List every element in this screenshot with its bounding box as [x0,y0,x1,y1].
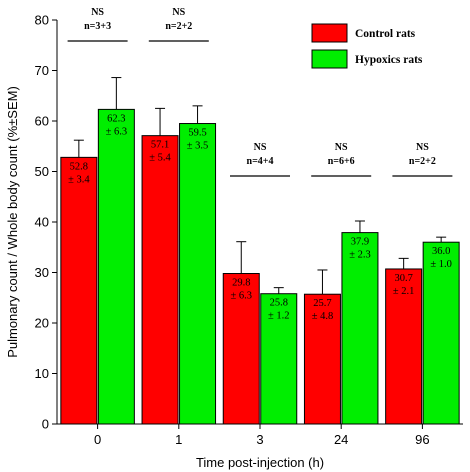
bars-layer: 52.8 ± 3.4 62.3 ± 6.3 57.1 ± 5.4 59.5 ± 3.5 29.8… [60,77,460,425]
legend: Control rats Hypoxics rats [311,23,423,69]
error-label: ± 5.4 [149,153,171,164]
sample-size-label: n=6+6 [328,156,355,167]
error-label: ± 3.4 [68,174,90,185]
legend-swatch-hypoxic [311,49,348,69]
error-label: ± 2.3 [349,250,371,261]
bar-hypoxic-1 [179,123,217,425]
x-tick-label: 24 [334,432,348,447]
bar-control-0 [60,156,98,425]
value-label: 30.7 [394,273,412,284]
bar-control-3 [222,273,260,425]
bar-hypoxic-96 [422,241,460,425]
significance-label: NS [254,142,267,153]
significance-label: NS [335,142,348,153]
x-tick-label: 0 [94,432,101,447]
value-label: 52.8 [70,161,88,172]
x-tick-label: 1 [175,432,182,447]
legend-label: Hypoxics rats [355,54,423,66]
axes-layer: 0 1 3 24 96 0 10 20 30 40 50 60 70 80 [35,13,463,447]
value-label: 59.5 [188,128,206,139]
error-label: ± 2.1 [393,286,415,297]
bar-hypoxic-24 [341,232,379,425]
y-tick-label: 0 [42,417,49,432]
x-tick-label: 3 [256,432,263,447]
y-tick-label: 20 [35,316,49,331]
y-tick-label: 70 [35,63,49,78]
bar-control-1 [141,135,179,425]
error-label: ± 3.5 [187,141,209,152]
value-label: 62.3 [107,113,125,124]
sample-size-label: n=4+4 [247,156,274,167]
y-tick-label: 80 [35,13,49,28]
error-label: ± 6.3 [106,126,128,137]
bar-control-96 [385,268,423,425]
bar-hypoxic-3 [260,293,298,425]
sample-size-label: n=3+3 [84,21,111,32]
y-tick-label: 60 [35,114,49,129]
y-tick-label: 40 [35,215,49,230]
error-label: ± 6.3 [230,291,252,302]
sample-size-label: n=2+2 [409,156,436,167]
error-label: ± 4.8 [312,311,334,322]
bar-hypoxic-0 [97,108,135,425]
annotations-layer: NS n=3+3 NS n=2+2 NS n=4+4 NS n=6+6 NS n=2+2 [67,7,453,177]
value-label: 57.1 [151,140,169,151]
sample-size-label: n=2+2 [165,21,192,32]
error-label: ± 1.0 [430,259,452,270]
x-axis-label: Time post-injection (h) [196,455,324,470]
significance-label: NS [172,7,185,18]
y-tick-label: 10 [35,366,49,381]
x-tick-label: 96 [415,432,429,447]
legend-label: Control rats [355,28,416,40]
error-label: ± 1.2 [268,311,290,322]
value-label: 29.8 [232,278,250,289]
value-label: 25.8 [270,298,288,309]
value-label: 36.0 [432,246,450,257]
significance-label: NS [91,7,104,18]
significance-label: NS [416,142,429,153]
legend-swatch-control [311,23,348,43]
value-label: 37.9 [351,237,369,248]
value-label: 25.7 [313,298,331,309]
y-axis-label: Pulmonary count / Whole body count (%±SE… [5,86,20,358]
y-tick-label: 50 [35,164,49,179]
y-tick-label: 30 [35,265,49,280]
